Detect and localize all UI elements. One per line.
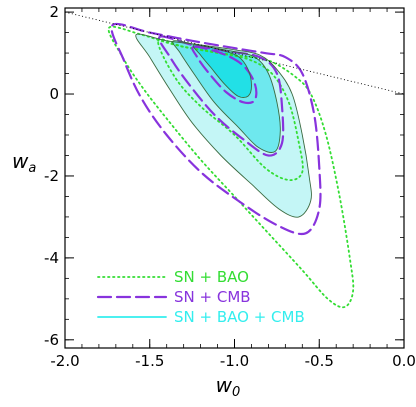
svg-text:wa: wa — [12, 149, 36, 176]
y-tick-label: -2 — [44, 167, 59, 185]
contour-line-3-3 — [192, 44, 252, 98]
svg-text:w0: w0 — [216, 373, 241, 400]
confidence-contour-lines — [107, 22, 355, 309]
y-tick-label: -6 — [44, 331, 59, 349]
x-axis-label-main: w — [216, 373, 233, 397]
contour-line-3-1 — [135, 33, 312, 218]
x-axis-label: w0 — [216, 373, 241, 400]
y-tick-label: 0 — [49, 85, 59, 103]
contour-fill-3-3 — [193, 44, 252, 98]
contour-fill-3-2 — [172, 40, 281, 153]
x-axis-label-subscript: 0 — [232, 385, 240, 400]
reference-line-segment — [65, 11, 404, 95]
x-tick-label: -1.5 — [135, 352, 164, 370]
reference-line — [65, 11, 404, 95]
contour-line-2-3 — [191, 45, 258, 105]
y-tick-label: 2 — [49, 3, 59, 21]
legend: SN + BAO SN + CMB SN + BAO + CMB — [96, 268, 305, 326]
contour-line-2-1 — [110, 22, 322, 236]
legend-label-2: SN + CMB — [174, 288, 251, 306]
legend-label-3: SN + BAO + CMB — [174, 308, 305, 326]
x-tick-label: -2.0 — [50, 352, 79, 370]
y-axis-label-main: w — [12, 149, 29, 173]
y-axis-label-subscript: a — [28, 161, 36, 176]
y-tick-label: -4 — [44, 249, 59, 267]
legend-label-1: SN + BAO — [174, 268, 249, 286]
x-tick-label: 0.0 — [392, 352, 416, 370]
contour-line-3-2 — [172, 40, 281, 153]
x-tick-label: -1.0 — [220, 352, 249, 370]
y-axis-label: wa — [12, 149, 36, 176]
x-tick-label: -0.5 — [305, 352, 334, 370]
axis-ticks: -2.0 -1.5 -1.0 -0.5 0.0 2 0 -2 -4 -6 — [44, 3, 416, 370]
